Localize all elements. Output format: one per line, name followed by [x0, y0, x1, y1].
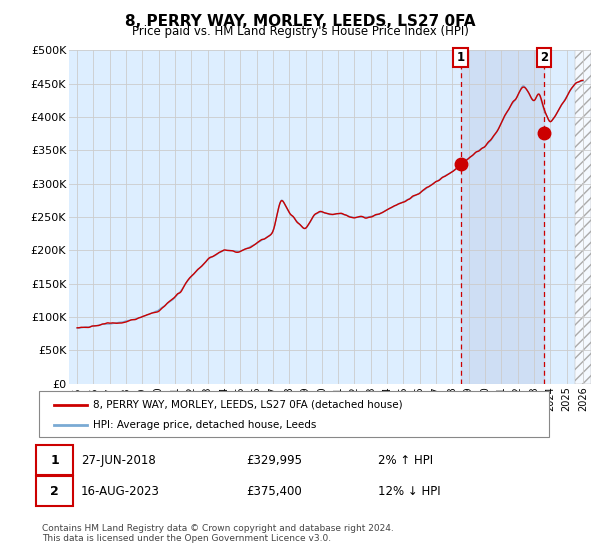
Text: 1: 1 — [457, 50, 464, 64]
Text: HPI: Average price, detached house, Leeds: HPI: Average price, detached house, Leed… — [93, 420, 316, 430]
Bar — [461, 50, 544, 384]
Text: Price paid vs. HM Land Registry's House Price Index (HPI): Price paid vs. HM Land Registry's House … — [131, 25, 469, 38]
Text: £375,400: £375,400 — [246, 484, 302, 498]
Text: 12% ↓ HPI: 12% ↓ HPI — [378, 484, 440, 498]
Text: 8, PERRY WAY, MORLEY, LEEDS, LS27 0FA: 8, PERRY WAY, MORLEY, LEEDS, LS27 0FA — [125, 14, 475, 29]
Text: 2: 2 — [539, 50, 548, 64]
Text: 8, PERRY WAY, MORLEY, LEEDS, LS27 0FA (detached house): 8, PERRY WAY, MORLEY, LEEDS, LS27 0FA (d… — [93, 400, 403, 410]
Text: £329,995: £329,995 — [246, 454, 302, 467]
Text: Contains HM Land Registry data © Crown copyright and database right 2024.
This d: Contains HM Land Registry data © Crown c… — [42, 524, 394, 543]
Text: 2% ↑ HPI: 2% ↑ HPI — [378, 454, 433, 467]
Text: 1: 1 — [50, 454, 59, 467]
Text: 2: 2 — [50, 484, 59, 498]
Text: 16-AUG-2023: 16-AUG-2023 — [81, 484, 160, 498]
Text: 27-JUN-2018: 27-JUN-2018 — [81, 454, 156, 467]
